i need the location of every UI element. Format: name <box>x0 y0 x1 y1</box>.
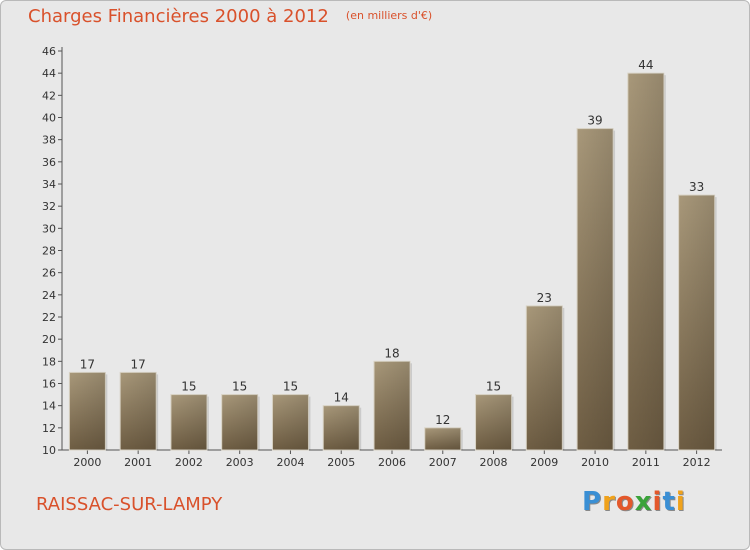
data-label: 18 <box>384 346 399 360</box>
logo-letter: i <box>675 487 686 517</box>
x-tick-label: 2011 <box>632 456 660 469</box>
bar-shade <box>272 394 309 450</box>
logo-letter: t <box>662 487 676 517</box>
y-tick-label: 44 <box>42 67 56 80</box>
y-tick-label: 24 <box>42 289 56 302</box>
y-tick-label: 18 <box>42 355 56 368</box>
y-tick-label: 46 <box>42 45 56 58</box>
x-tick-label: 2004 <box>276 456 304 469</box>
x-tick-label: 2003 <box>226 456 254 469</box>
y-tick-label: 14 <box>42 400 56 413</box>
data-label: 23 <box>537 291 552 305</box>
logo-letter: o <box>615 487 635 517</box>
data-label: 17 <box>131 357 146 371</box>
x-tick-label: 2005 <box>327 456 355 469</box>
y-tick-label: 12 <box>42 422 56 435</box>
x-tick-label: 2000 <box>73 456 101 469</box>
y-tick-label: 32 <box>42 200 56 213</box>
x-tick-label: 2008 <box>480 456 508 469</box>
bar-shade <box>120 372 157 450</box>
chart-title: Charges Financières 2000 à 2012 <box>28 6 329 27</box>
data-label: 14 <box>334 391 349 405</box>
y-tick-label: 10 <box>42 444 56 457</box>
logo-letter: r <box>602 487 616 517</box>
data-label: 44 <box>638 58 653 72</box>
bar-shade <box>170 394 207 450</box>
logo-letter: x <box>634 487 653 517</box>
data-label: 17 <box>80 357 95 371</box>
y-tick-label: 38 <box>42 134 56 147</box>
data-label: 15 <box>486 380 501 394</box>
data-label: 15 <box>232 380 247 394</box>
data-label: 39 <box>587 114 602 128</box>
bar-shade <box>323 405 360 450</box>
y-tick-label: 36 <box>42 156 56 169</box>
y-tick-label: 34 <box>42 178 56 191</box>
y-tick-label: 40 <box>42 112 56 125</box>
data-label: 15 <box>283 380 298 394</box>
chart-bars: 17 17 15 15 15 14 18 12 15 23 39 44 33 <box>68 58 717 451</box>
y-tick-label: 26 <box>42 267 56 280</box>
logo-letter: i <box>652 487 663 517</box>
logo-letter: P <box>582 487 603 517</box>
bar-shade <box>221 394 258 450</box>
bar-shade <box>374 361 410 450</box>
data-label: 12 <box>435 413 450 427</box>
chart-title-row: Charges Financières 2000 à 2012 (en mill… <box>28 6 432 27</box>
x-tick-label: 2010 <box>581 456 609 469</box>
chart-subtitle: (en milliers d'€) <box>345 9 433 22</box>
y-tick-label: 30 <box>42 222 56 235</box>
bar-shade <box>69 372 106 450</box>
x-tick-label: 2012 <box>683 456 711 469</box>
y-tick-label: 42 <box>42 89 56 102</box>
bar-shade <box>678 195 715 450</box>
bar-shade <box>526 305 563 450</box>
chart-axes: 10 12 14 16 18 20 22 24 26 28 30 32 34 36 38 40 42 44 46 20… <box>42 45 722 469</box>
data-label: 33 <box>689 180 704 194</box>
town-name: RAISSAC-SUR-LAMPY <box>36 494 223 515</box>
y-tick-label: 22 <box>42 311 56 324</box>
bar-shade <box>627 73 664 451</box>
y-tick-label: 20 <box>42 333 56 346</box>
x-tick-label: 2007 <box>429 456 457 469</box>
bar-shade <box>424 427 461 450</box>
x-tick-label: 2002 <box>175 456 203 469</box>
data-label: 15 <box>181 380 196 394</box>
bar-shade <box>577 128 614 451</box>
x-tick-label: 2009 <box>530 456 558 469</box>
proxiti-logo: Proxiti <box>582 487 686 517</box>
y-tick-label: 28 <box>42 245 56 258</box>
y-tick-label: 16 <box>42 378 56 391</box>
x-tick-label: 2006 <box>378 456 406 469</box>
bar-shade <box>475 394 512 450</box>
x-tick-label: 2001 <box>124 456 152 469</box>
